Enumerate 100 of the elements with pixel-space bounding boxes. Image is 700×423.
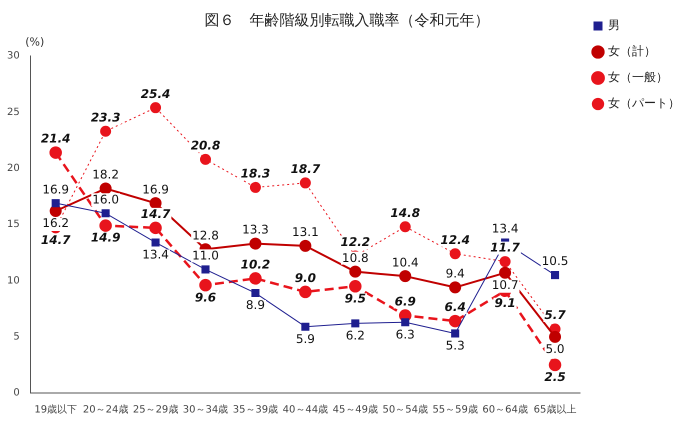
data-label: 21.4 [40, 132, 70, 146]
point [149, 222, 162, 234]
x-tick-label: 45～49歳 [332, 404, 378, 416]
x-tick-label: 25～29歳 [132, 404, 178, 416]
point [150, 102, 162, 114]
point [249, 272, 262, 285]
point [250, 182, 261, 193]
legend-label: 女（一般） [608, 70, 668, 84]
point [548, 358, 562, 372]
data-label: 16.9 [42, 182, 70, 196]
x-tick-label: 50～54歳 [382, 404, 428, 416]
data-label: 6.2 [346, 328, 365, 342]
point [200, 154, 211, 165]
data-label: 5.3 [446, 338, 465, 353]
data-label: 8.9 [246, 298, 265, 312]
data-label: 20.8 [190, 138, 220, 152]
x-tick-label: 20～24歳 [82, 404, 128, 416]
data-label: 14.7 [40, 232, 72, 247]
data-label: 11.0 [192, 248, 219, 263]
data-label: 11.7 [490, 240, 521, 255]
data-label: 12.2 [340, 235, 370, 250]
y-tick-label: 25 [6, 106, 20, 118]
data-label: 14.7 [140, 206, 172, 221]
point [550, 271, 560, 280]
x-tick-label: 19歳以下 [34, 404, 78, 416]
data-label: 16.0 [92, 192, 119, 206]
data-label: 2.5 [544, 370, 566, 384]
data-label: 18.3 [240, 166, 270, 181]
data-label: 5.9 [296, 332, 315, 346]
y-tick-label: 15 [6, 219, 20, 230]
data-label: 5.0 [545, 342, 565, 356]
point [249, 238, 262, 250]
point [301, 322, 310, 331]
point [499, 266, 512, 279]
x-tick-label: 40～44歳 [282, 404, 328, 416]
data-label: 14.8 [390, 206, 420, 220]
point [49, 146, 62, 159]
data-label: 9.4 [446, 266, 465, 281]
data-label: 10.2 [240, 258, 270, 272]
data-label: 9.0 [294, 271, 316, 286]
data-label: 6.3 [396, 327, 415, 342]
x-tick-label: 35～39歳 [232, 404, 278, 416]
x-tick-label: 55～59歳 [432, 404, 478, 416]
data-label: 13.4 [142, 248, 169, 262]
data-label: 10.4 [392, 255, 419, 270]
point [251, 288, 260, 298]
chart-title: 図６ 年齢階級別転職入職率（令和元年） [204, 10, 490, 29]
data-label: 13.3 [242, 222, 269, 237]
data-label: 16.9 [142, 182, 169, 196]
y-tick-label: 20 [6, 162, 20, 174]
x-tick-label: 65歳以上 [534, 404, 576, 416]
point [349, 280, 362, 293]
point [152, 238, 160, 247]
data-label: 10.7 [492, 278, 518, 292]
data-label: 10.8 [342, 250, 369, 265]
point [451, 329, 460, 338]
point [401, 318, 410, 326]
point [102, 209, 110, 218]
point [300, 177, 311, 188]
y-tick-label: 5 [13, 331, 20, 342]
data-label: 6.4 [444, 300, 466, 314]
point [100, 126, 112, 137]
y-tick-label: 0 [13, 388, 20, 399]
data-label: 16.2 [42, 216, 70, 230]
point [448, 314, 462, 328]
data-label: 12.8 [192, 228, 219, 242]
point [449, 281, 462, 294]
data-label: 12.4 [440, 232, 470, 247]
point [549, 330, 562, 343]
point [201, 265, 210, 274]
data-label: 10.5 [542, 254, 568, 268]
legend-label: 女（パート） [608, 96, 680, 110]
point [99, 219, 112, 232]
x-tick-label: 60～64歳 [482, 404, 528, 416]
data-label: 13.4 [492, 222, 518, 236]
y-axis-title: (%) [25, 35, 44, 48]
y-tick-label: 10 [6, 275, 20, 286]
point [50, 205, 62, 218]
data-label: 13.1 [292, 224, 319, 239]
point [100, 182, 112, 195]
point [199, 278, 212, 292]
data-label: 18.7 [290, 162, 321, 176]
point [500, 256, 511, 268]
point [399, 270, 412, 282]
legend-label: 男 [608, 18, 620, 32]
data-label: 25.4 [140, 86, 170, 101]
data-label: 5.7 [544, 308, 566, 322]
point [400, 221, 411, 232]
point [450, 248, 461, 260]
data-label: 6.9 [394, 294, 416, 309]
data-label: 14.9 [90, 230, 120, 245]
point [299, 240, 312, 252]
data-label: 23.3 [90, 110, 120, 124]
data-label: 18.2 [92, 168, 119, 182]
y-tick-label: 30 [6, 50, 20, 62]
point [52, 199, 60, 208]
x-tick-label: 30～34歳 [182, 404, 228, 416]
point [150, 197, 162, 210]
data-label: 9.6 [194, 290, 216, 304]
data-label: 9.5 [344, 291, 366, 306]
